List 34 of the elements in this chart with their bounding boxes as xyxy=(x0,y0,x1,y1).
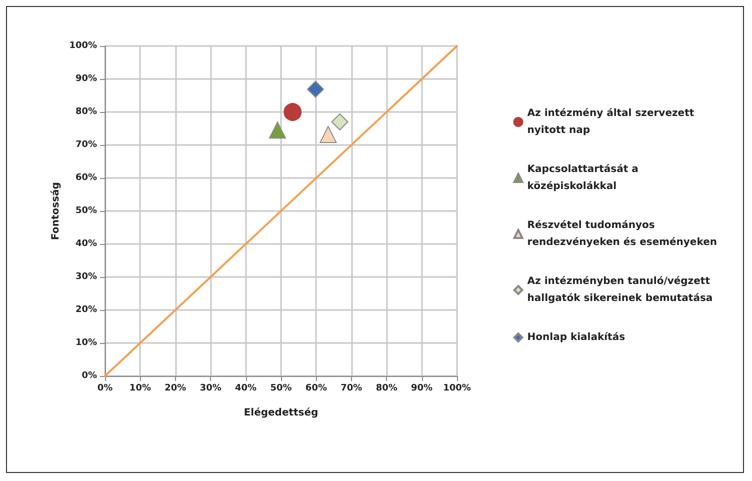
x-tick-label: 40% xyxy=(235,384,257,394)
y-tick-label: 80% xyxy=(75,107,97,117)
y-tick-label: 100% xyxy=(69,41,97,51)
point xyxy=(284,103,302,121)
y-tick-label: 0% xyxy=(82,371,97,381)
x-tick-label: 10% xyxy=(129,384,151,394)
y-tick-label: 50% xyxy=(75,206,97,216)
x-tick-label: 20% xyxy=(164,384,186,394)
x-tick-label: 90% xyxy=(411,384,433,394)
y-tick-label: 40% xyxy=(75,239,97,249)
x-tick-label: 100% xyxy=(443,384,471,394)
point xyxy=(320,126,337,143)
x-tick-label: 0% xyxy=(97,384,113,394)
point xyxy=(331,113,348,130)
x-tick-label: 60% xyxy=(305,384,327,394)
y-axis-title: Fontosság xyxy=(50,182,62,240)
point xyxy=(268,122,286,139)
legend-label: Honlap kialakítás xyxy=(527,332,626,343)
y-tick-label: 10% xyxy=(75,338,97,348)
y-tick-label: 70% xyxy=(75,140,97,150)
x-tick-label: 70% xyxy=(340,384,362,394)
legend-label: Az intézmény által szervezett nyitott nap xyxy=(527,108,694,136)
legend-label: Az intézményben tanuló/végzett hallgatók sikereinek bemutatása xyxy=(527,276,713,304)
legend-label: Kapcsolattartását a középiskolákkal xyxy=(527,164,638,192)
y-tick-label: 90% xyxy=(75,74,97,84)
x-tick-label: 80% xyxy=(376,384,398,394)
point xyxy=(306,80,324,98)
y-tick-label: 60% xyxy=(75,173,97,183)
x-tick-label: 50% xyxy=(270,384,292,394)
y-tick-label: 20% xyxy=(75,305,97,315)
x-axis-title: Elégedettség xyxy=(244,408,318,418)
legend-label: Részvétel tudományos rendezvényeken és eseményeken xyxy=(527,220,717,248)
x-tick-label: 30% xyxy=(200,384,222,394)
y-tick-label: 30% xyxy=(75,272,97,282)
